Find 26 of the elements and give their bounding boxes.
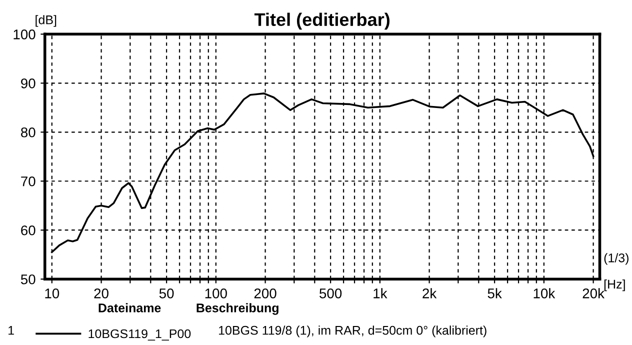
x-tick-label: 10k	[534, 288, 556, 298]
y-tick-label: 80	[21, 127, 36, 138]
chart-title: Titel (editierbar)	[254, 12, 390, 30]
text: Beschreibung	[196, 303, 278, 315]
text: (1/3)	[604, 253, 628, 265]
x-tick-label: 50	[159, 288, 174, 298]
x-tick-label: 1k	[374, 288, 388, 298]
x-axis-title: [Hz]	[604, 279, 625, 292]
legend-label: 10BGS119_1_P00	[88, 329, 191, 341]
x-tick-label: 20k	[582, 288, 605, 298]
y-tick-label: 60	[21, 225, 36, 236]
x-tick-label: 20	[94, 288, 108, 298]
y-tick-label: 50	[20, 274, 36, 284]
x-tick-label: 100	[205, 288, 227, 298]
x-tick-label: 2k	[422, 288, 437, 298]
y-tick-label: 100	[14, 29, 36, 40]
y-tick-label: 90	[21, 78, 36, 88]
y-axis-title: [dB]	[36, 15, 56, 27]
y-tick-label: 70	[21, 176, 36, 186]
x-tick-label: 500	[320, 288, 342, 298]
text: Dateiname	[98, 303, 161, 312]
x-tick-label: 10	[45, 288, 60, 298]
text: 1	[8, 326, 14, 335]
x-tick-label: 200	[254, 288, 276, 298]
text: 10BGS 119/8 (1), im RAR, d=50cm 0° (kalibriert)	[218, 326, 486, 338]
x-tick-label: 5k	[488, 288, 502, 298]
